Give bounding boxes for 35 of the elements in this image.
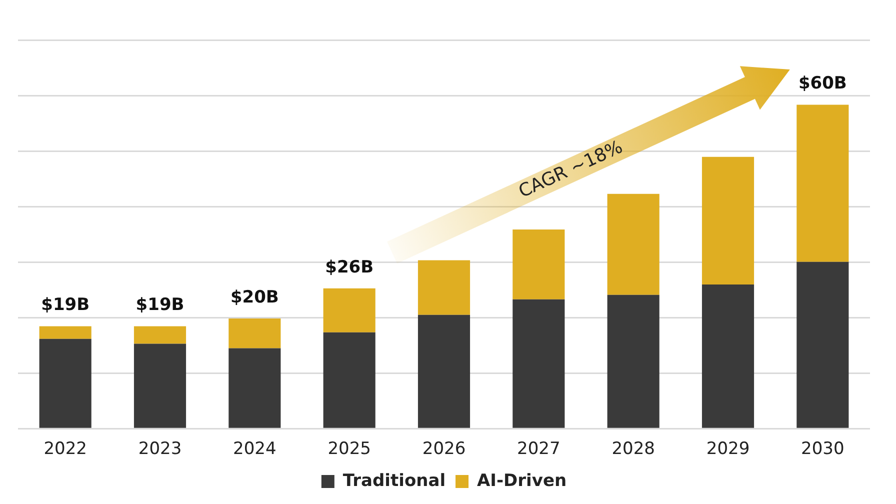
annotation: CAGR ~18% — [516, 136, 626, 202]
annotation: $26B — [325, 257, 374, 278]
x-tick-label: 2022 — [44, 439, 87, 460]
bar — [39, 326, 92, 339]
bar — [418, 314, 470, 428]
bar — [796, 104, 849, 262]
legend-label: AI-Driven — [477, 470, 567, 491]
bar — [228, 318, 281, 348]
x-tick-label: 2025 — [328, 439, 371, 460]
bar — [796, 262, 849, 428]
x-tick-label: 2029 — [706, 439, 750, 460]
annotation: $60B — [798, 74, 847, 94]
bar — [228, 348, 281, 428]
annotation: $20B — [230, 287, 279, 308]
bar — [323, 332, 376, 428]
x-tick-label: 2026 — [422, 439, 466, 460]
bar — [418, 260, 470, 315]
x-tick-label: 2024 — [233, 439, 276, 460]
annotation: $19B — [136, 295, 184, 316]
bar — [323, 288, 376, 332]
bar — [607, 294, 660, 428]
x-tick-label: 2027 — [517, 439, 560, 460]
x-tick-label: 2030 — [801, 439, 844, 460]
bar — [134, 344, 186, 428]
annotation: $19B — [41, 295, 90, 316]
bar — [607, 194, 660, 295]
x-tick-label: 2023 — [138, 439, 182, 460]
bar — [512, 299, 565, 428]
bar — [702, 156, 754, 284]
bar — [702, 284, 754, 428]
bar — [134, 326, 186, 344]
legend-label: Traditional — [342, 470, 446, 491]
x-tick-label: 2028 — [612, 439, 655, 460]
bar — [39, 338, 92, 428]
bar — [512, 229, 565, 300]
